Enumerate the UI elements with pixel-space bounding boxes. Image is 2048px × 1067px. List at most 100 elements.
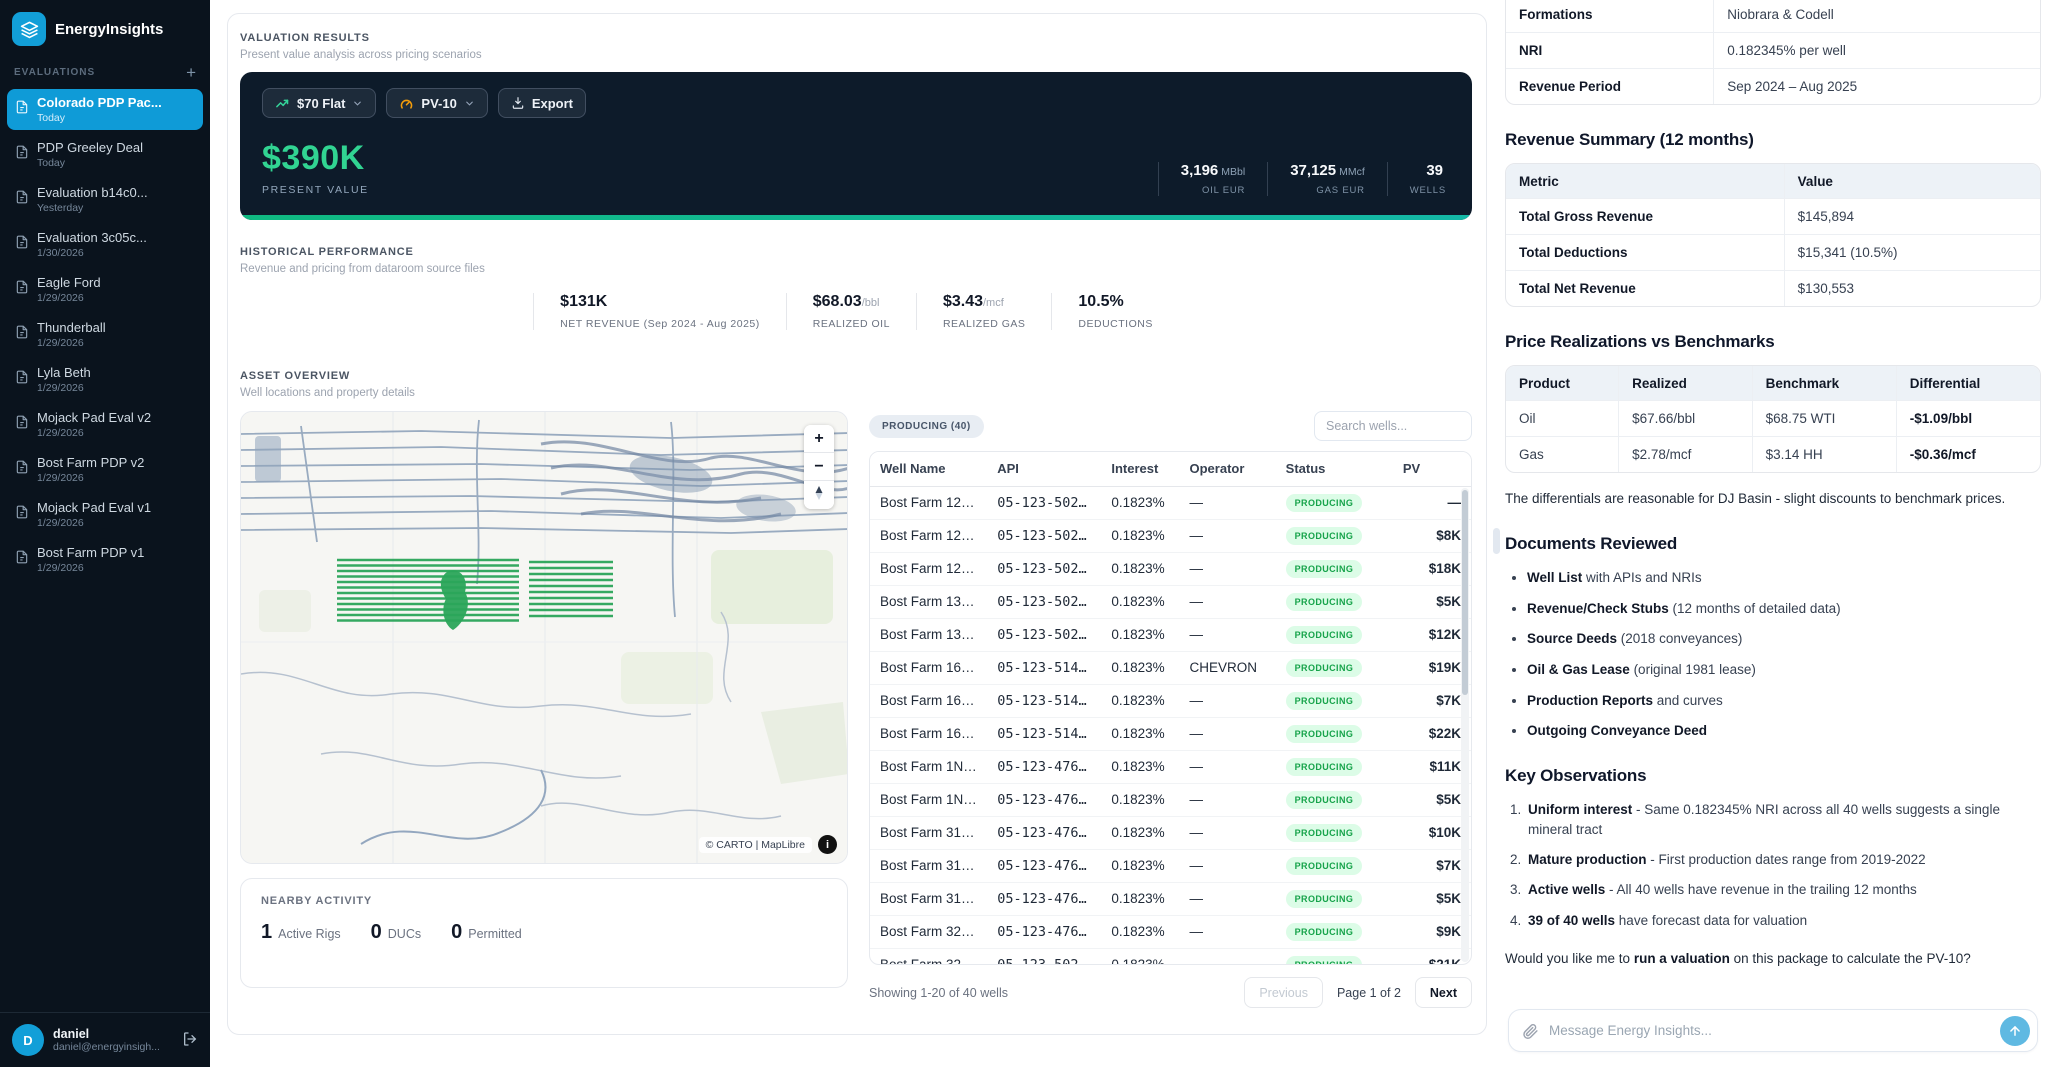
operator-cell: — [1180, 585, 1276, 618]
pv-cell: $7K [1393, 849, 1471, 882]
pv-cell: $19K [1393, 651, 1471, 684]
price-realizations-title: Price Realizations vs Benchmarks [1505, 332, 2041, 352]
message-input[interactable] [1549, 1023, 1990, 1038]
interest-cell: 0.1823% [1101, 585, 1179, 618]
paperclip-icon[interactable] [1522, 1022, 1539, 1039]
sidebar-evaluation-item[interactable]: Lyla Beth 1/29/2026 [7, 359, 203, 400]
observation-item: 39 of 40 wells have forecast data for va… [1525, 911, 2041, 931]
historical-section-subtitle: Revenue and pricing from dataroom source… [240, 263, 1472, 275]
logout-icon[interactable] [182, 1031, 198, 1050]
col-status[interactable]: Status [1276, 452, 1393, 486]
sidebar-evaluation-item[interactable]: Mojack Pad Eval v1 1/29/2026 [7, 494, 203, 535]
col-operator[interactable]: Operator [1180, 452, 1276, 486]
sidebar-evaluation-item[interactable]: Bost Farm PDP v2 1/29/2026 [7, 449, 203, 490]
sidebar-evaluation-item[interactable]: PDP Greeley Deal Today [7, 134, 203, 175]
document-icon [15, 505, 29, 524]
differential-cell: -$1.09/bbl [1896, 400, 2040, 436]
well-row[interactable]: Bost Farm 1N-8... 05-123-47693 0.1823% —… [870, 783, 1471, 816]
well-row[interactable]: Bost Farm 16C-8... 05-123-51450 0.1823% … [870, 651, 1471, 684]
sidebar-evaluation-item[interactable]: Colorado PDP Pac... Today [7, 89, 203, 130]
status-badge: PRODUCING [1286, 692, 1363, 710]
evaluation-title: PDP Greeley Deal [37, 140, 143, 155]
wells-table-card: Well Name API Interest Operator Status P… [869, 451, 1472, 965]
well-row[interactable]: Bost Farm 32C-1... 05-123-47663 0.1823% … [870, 915, 1471, 948]
interest-cell: 0.1823% [1101, 948, 1179, 965]
property-table: Formations Niobrara & Codell NRI 0.18234… [1505, 0, 2041, 105]
well-row[interactable]: Bost Farm 32C-1... 05-123-50256 0.1823% … [870, 948, 1471, 965]
well-name-cell: Bost Farm 31C-1... [870, 816, 987, 849]
export-button[interactable]: Export [498, 88, 586, 118]
scrollbar-thumb[interactable] [1462, 490, 1468, 695]
next-page-button[interactable]: Next [1415, 977, 1472, 1008]
api-cell: 05-123-50259 [987, 585, 1101, 618]
historical-section-title: HISTORICAL PERFORMANCE [240, 246, 1472, 258]
col-well-name[interactable]: Well Name [870, 452, 987, 486]
page-indicator: Page 1 of 2 [1337, 986, 1401, 1000]
sidebar-evaluation-item[interactable]: Eagle Ford 1/29/2026 [7, 269, 203, 310]
status-cell: PRODUCING [1276, 882, 1393, 915]
sidebar-evaluation-item[interactable]: Thunderball 1/29/2026 [7, 314, 203, 355]
well-name-cell: Bost Farm 1N-8... [870, 783, 987, 816]
well-map[interactable]: + − © CARTO | MapLibre i [240, 411, 848, 864]
discount-rate-dropdown[interactable]: PV-10 [386, 88, 487, 118]
info-icon[interactable]: i [818, 835, 837, 854]
analysis-content[interactable]: Formations Niobrara & Codell NRI 0.18234… [1505, 0, 2041, 999]
well-name-cell: Bost Farm 32C-1... [870, 915, 987, 948]
present-value: $390K [262, 139, 369, 178]
col-api[interactable]: API [987, 452, 1101, 486]
well-row[interactable]: Bost Farm 31N-1... 05-123-47665 0.1823% … [870, 849, 1471, 882]
well-row[interactable]: Bost Farm 31N-1... 05-123-47666 0.1823% … [870, 882, 1471, 915]
operator-cell: — [1180, 519, 1276, 552]
well-row[interactable]: Bost Farm 16N-8... 05-123-51455 0.1823% … [870, 717, 1471, 750]
well-row[interactable]: Bost Farm 13N-1... 05-123-50254 0.1823% … [870, 618, 1471, 651]
map-attribution-text: © CARTO | MapLibre [699, 837, 812, 853]
evaluation-date: 1/29/2026 [37, 382, 91, 394]
status-cell: PRODUCING [1276, 750, 1393, 783]
col-interest[interactable]: Interest [1101, 452, 1179, 486]
well-row[interactable]: Bost Farm 31C-1... 05-123-47662 0.1823% … [870, 816, 1471, 849]
metric-value: $15,341 (10.5%) [1784, 234, 2040, 270]
well-row[interactable]: Bost Farm 13N-1... 05-123-50259 0.1823% … [870, 585, 1471, 618]
send-button[interactable] [2000, 1016, 2030, 1046]
map-zoom-out-button[interactable]: − [804, 453, 834, 481]
well-row[interactable]: Bost Farm 12N-1... 05-123-50251 0.1823% … [870, 552, 1471, 585]
user-email: daniel@energyinsigh... [53, 1041, 173, 1053]
well-row[interactable]: Bost Farm 12C-1... 05-123-50261 0.1823% … [870, 486, 1471, 519]
sidebar-evaluation-item[interactable]: Evaluation 3c05c... 1/30/2026 [7, 224, 203, 265]
sidebar-evaluation-item[interactable]: Mojack Pad Eval v2 1/29/2026 [7, 404, 203, 445]
operator-cell: — [1180, 486, 1276, 519]
sidebar-evaluation-item[interactable]: Evaluation b14c0... Yesterday [7, 179, 203, 220]
price-scenario-dropdown[interactable]: $70 Flat [262, 88, 376, 118]
historical-stat: $3.43/mcf REALIZED GAS [916, 293, 1051, 330]
eur-stat: 37,125MMcf GAS EUR [1267, 162, 1387, 196]
pv-cell: $12K [1393, 618, 1471, 651]
col-pv[interactable]: PV [1393, 452, 1471, 486]
table-scrollbar[interactable] [1461, 488, 1469, 962]
user-block: D daniel daniel@energyinsigh... [0, 1012, 210, 1067]
col-product: Product [1506, 366, 1618, 400]
well-row[interactable]: Bost Farm 1N-8... 05-123-47694 0.1823% —… [870, 750, 1471, 783]
producing-filter-badge[interactable]: PRODUCING (40) [869, 415, 984, 438]
api-cell: 05-123-47693 [987, 783, 1101, 816]
evaluation-date: 1/29/2026 [37, 292, 101, 304]
panel-resize-handle[interactable] [1493, 528, 1500, 554]
map-zoom-in-button[interactable]: + [804, 425, 834, 453]
well-row[interactable]: Bost Farm 12N-1... 05-123-50250 0.1823% … [870, 519, 1471, 552]
new-evaluation-button[interactable]: + [186, 64, 196, 81]
benchmark-cell: $68.75 WTI [1752, 400, 1896, 436]
api-cell: 05-123-50256 [987, 948, 1101, 965]
sidebar-evaluation-item[interactable]: Bost Farm PDP v1 1/29/2026 [7, 539, 203, 580]
operator-cell: — [1180, 684, 1276, 717]
status-badge: PRODUCING [1286, 791, 1363, 809]
nearby-activity-stats: 1 Active Rigs 0 DUCs [261, 921, 827, 944]
map-compass-button[interactable] [804, 481, 834, 509]
search-wells-input[interactable] [1314, 411, 1472, 441]
main-card: VALUATION RESULTS Present value analysis… [227, 13, 1487, 1035]
map-attribution: © CARTO | MapLibre i [699, 835, 837, 854]
previous-page-button[interactable]: Previous [1244, 977, 1323, 1008]
pv-cell: $10K [1393, 816, 1471, 849]
map-canvas [241, 412, 848, 864]
eur-stat: 3,196MBbl OIL EUR [1158, 162, 1267, 196]
operator-cell: — [1180, 552, 1276, 585]
well-row[interactable]: Bost Farm 16N-8... 05-123-51448 0.1823% … [870, 684, 1471, 717]
